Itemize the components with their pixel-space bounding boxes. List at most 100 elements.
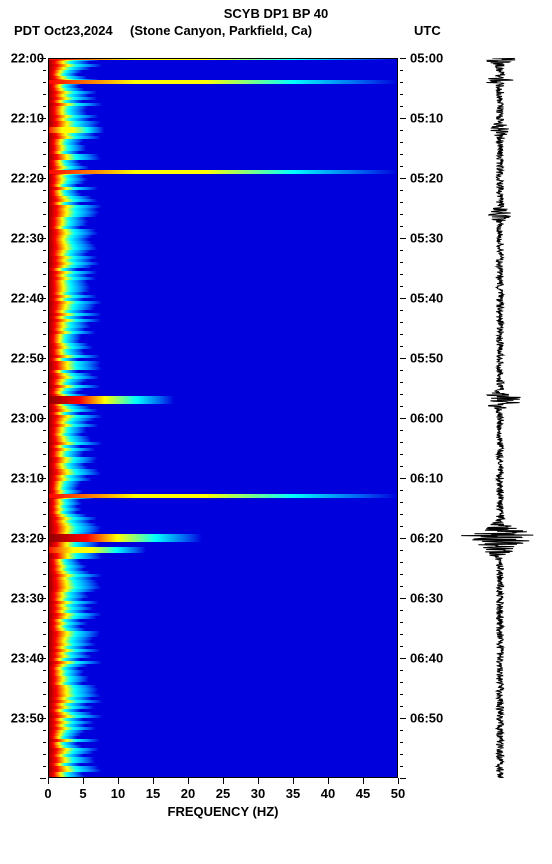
- waveform-svg: [460, 58, 540, 778]
- y-tick: [43, 754, 46, 755]
- y-tick-label: 22:50: [11, 351, 44, 366]
- y-tick: [400, 778, 406, 779]
- y-tick: [400, 58, 406, 59]
- y-tick: [43, 262, 46, 263]
- y-axis-right: 05:0005:1005:2005:3005:4005:5006:0006:10…: [400, 58, 450, 778]
- y-tick-label: 06:50: [410, 711, 443, 726]
- x-tick: [258, 778, 259, 784]
- y-tick-label: 05:10: [410, 111, 443, 126]
- x-tick-label: 30: [251, 786, 265, 801]
- y-tick: [400, 394, 403, 395]
- y-tick: [400, 586, 403, 587]
- seismic-event: [48, 547, 146, 553]
- y-tick: [43, 490, 46, 491]
- y-tick: [43, 442, 46, 443]
- y-tick: [400, 478, 406, 479]
- x-tick-label: 35: [286, 786, 300, 801]
- y-tick: [43, 346, 46, 347]
- y-tick: [43, 610, 46, 611]
- x-tick: [48, 778, 49, 784]
- y-tick: [43, 370, 46, 371]
- y-tick: [400, 382, 403, 383]
- y-tick: [400, 622, 403, 623]
- y-tick: [43, 622, 46, 623]
- y-tick: [43, 742, 46, 743]
- y-tick-label: 06:10: [410, 471, 443, 486]
- x-tick-label: 40: [321, 786, 335, 801]
- y-tick: [43, 394, 46, 395]
- y-tick: [43, 526, 46, 527]
- y-tick-label: 06:00: [410, 411, 443, 426]
- y-tick-label: 22:40: [11, 291, 44, 306]
- seismic-event: [48, 534, 202, 542]
- y-tick: [43, 706, 46, 707]
- y-tick-label: 23:00: [11, 411, 44, 426]
- y-tick: [400, 94, 403, 95]
- y-tick: [40, 178, 46, 179]
- y-tick: [400, 130, 403, 131]
- y-tick: [400, 526, 403, 527]
- y-tick: [40, 298, 46, 299]
- y-tick: [400, 442, 403, 443]
- x-tick: [153, 778, 154, 784]
- y-tick: [43, 334, 46, 335]
- waveform-panel: [460, 58, 540, 778]
- x-tick: [188, 778, 189, 784]
- y-tick: [400, 706, 403, 707]
- y-tick: [43, 574, 46, 575]
- y-tick: [43, 430, 46, 431]
- y-tick: [400, 154, 403, 155]
- y-axis-left: 22:0022:1022:2022:3022:4022:5023:0023:10…: [2, 58, 46, 778]
- y-tick: [43, 70, 46, 71]
- y-tick-label: 05:50: [410, 351, 443, 366]
- y-tick: [43, 382, 46, 383]
- date-label: Oct23,2024: [44, 23, 113, 38]
- y-tick-label: 22:20: [11, 171, 44, 186]
- x-axis: FREQUENCY (HZ) 05101520253035404550: [48, 778, 398, 828]
- seismic-event: [48, 396, 174, 403]
- x-tick: [328, 778, 329, 784]
- y-tick: [400, 490, 403, 491]
- y-tick: [400, 166, 403, 167]
- y-tick: [43, 562, 46, 563]
- y-tick: [400, 202, 403, 203]
- seismic-event: [48, 494, 398, 498]
- y-tick: [40, 358, 46, 359]
- y-tick: [40, 118, 46, 119]
- y-tick-label: 06:30: [410, 591, 443, 606]
- y-tick: [43, 82, 46, 83]
- x-tick-label: 5: [79, 786, 86, 801]
- y-tick: [40, 778, 46, 779]
- timezone-left: PDT: [14, 23, 40, 38]
- x-tick-label: 0: [44, 786, 51, 801]
- y-tick: [400, 370, 403, 371]
- y-tick: [43, 634, 46, 635]
- y-tick: [43, 226, 46, 227]
- y-tick: [400, 514, 403, 515]
- plot-area: 22:0022:1022:2022:3022:4022:5023:0023:10…: [0, 58, 552, 858]
- y-tick: [400, 562, 403, 563]
- y-tick: [40, 598, 46, 599]
- y-tick: [43, 766, 46, 767]
- y-tick-label: 23:30: [11, 591, 44, 606]
- y-tick: [43, 730, 46, 731]
- y-tick: [400, 286, 403, 287]
- y-tick-label: 23:40: [11, 651, 44, 666]
- x-tick-label: 25: [216, 786, 230, 801]
- y-tick: [43, 154, 46, 155]
- y-tick-label: 22:30: [11, 231, 44, 246]
- x-tick: [83, 778, 84, 784]
- y-tick: [43, 646, 46, 647]
- y-tick: [43, 466, 46, 467]
- seismic-event: [48, 170, 398, 174]
- y-tick-label: 06:40: [410, 651, 443, 666]
- y-tick: [40, 718, 46, 719]
- y-tick: [400, 70, 403, 71]
- y-tick: [400, 598, 406, 599]
- y-tick: [400, 694, 403, 695]
- x-tick: [118, 778, 119, 784]
- spectrogram-panel: [48, 58, 398, 778]
- y-tick: [400, 454, 403, 455]
- seismic-event: [48, 127, 104, 132]
- y-tick: [40, 238, 46, 239]
